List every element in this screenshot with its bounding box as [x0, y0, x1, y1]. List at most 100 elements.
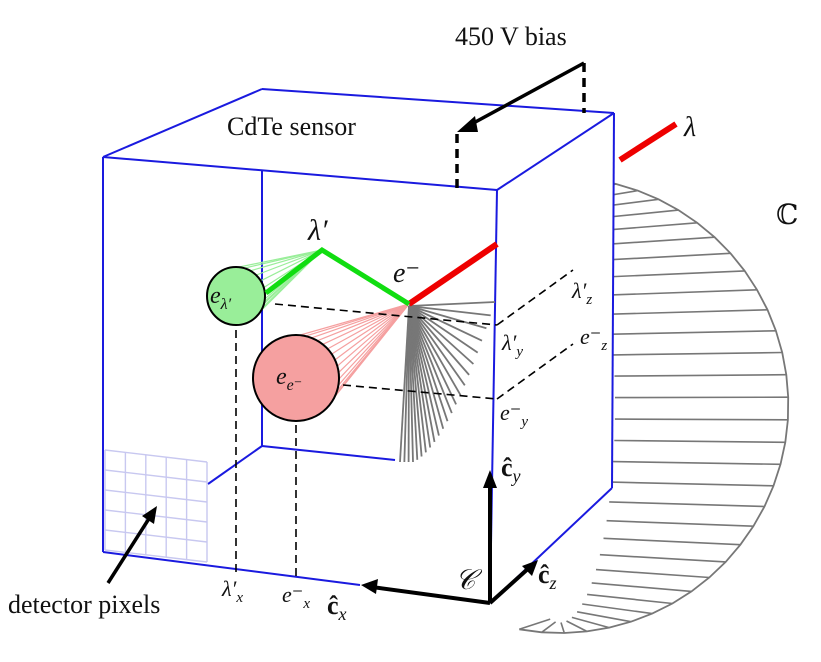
- electron-fan-ray: [326, 303, 410, 350]
- e-y-label: e⁻y: [500, 400, 528, 430]
- cone-ray: [571, 616, 610, 629]
- electron-fan-ray: [309, 303, 410, 339]
- cone-ray: [614, 373, 787, 377]
- cone-ray: [606, 519, 754, 527]
- electron-fan-ray: [333, 303, 410, 361]
- bias-arrow-line: [467, 61, 585, 128]
- e-x-label: e⁻x: [282, 582, 310, 612]
- lambda-y-label: λ′y: [501, 330, 523, 360]
- pixel-grid-line: [104, 489, 208, 503]
- cone-ray: [576, 611, 632, 623]
- photon-cluster-label: eλ′: [210, 283, 232, 313]
- pixel-grid-line: [104, 549, 208, 563]
- cone-ray: [541, 621, 557, 633]
- axis-x-arrowhead: [361, 579, 378, 594]
- axis-z-line: [488, 565, 532, 605]
- electron-cluster-fan: [296, 303, 410, 406]
- top-left-edge: [102, 88, 263, 158]
- axis-x-line: [371, 585, 491, 605]
- cone-ray: [611, 330, 776, 335]
- cone-inner-ray: [408, 301, 496, 307]
- electron-cluster-label: ee⁻: [276, 364, 302, 394]
- cone-ray: [519, 618, 551, 631]
- cone-ray: [604, 270, 745, 278]
- photon-fan-ray: [254, 249, 323, 277]
- bias-circuit: [455, 61, 586, 188]
- bias-label: 450 V bias: [455, 22, 567, 51]
- pixels-arrowhead: [142, 506, 157, 524]
- scattered-lambda-label: λ′: [307, 214, 328, 247]
- cone-ray: [597, 236, 715, 246]
- cone-inner-ray: [408, 305, 453, 414]
- detector-pixels-label: detector pixels: [8, 590, 160, 619]
- cone-ray: [566, 620, 588, 633]
- frame-label: 𝒞: [455, 565, 483, 596]
- back-bottom-edge: [261, 445, 396, 461]
- pixels-arrow-line: [106, 516, 152, 584]
- electron-fan-ray: [337, 303, 410, 381]
- cone-inner-fan: [399, 301, 496, 464]
- electron-fan-ray: [303, 303, 410, 338]
- photon-fan-ray: [248, 249, 323, 272]
- pixel-grid-line: [104, 509, 208, 523]
- cone-inner-ray: [408, 305, 487, 330]
- lambda-y-projection: [274, 303, 498, 326]
- projection-lines: [235, 269, 574, 578]
- cone-ray: [609, 501, 765, 508]
- detector-pixel-grid: [104, 449, 208, 563]
- sensor-front-face: [490, 113, 614, 603]
- cone-inner-ray: [408, 305, 445, 429]
- pixel-grid-line: [104, 529, 208, 543]
- e-z-label: e⁻z: [580, 324, 607, 354]
- cone-ray: [614, 418, 788, 421]
- fan-mask: [396, 462, 490, 558]
- cone-inner-ray: [408, 305, 440, 436]
- lambda-z-projection: [496, 269, 574, 326]
- top-right-edge: [496, 112, 615, 191]
- cone-ray: [609, 309, 768, 315]
- cone-ray: [595, 568, 710, 579]
- top-back-edge: [261, 88, 615, 114]
- right-vertical-edge: [611, 112, 615, 489]
- electron-fan-ray: [336, 303, 410, 368]
- cone-ray: [614, 439, 786, 444]
- e-z-projection: [496, 343, 574, 400]
- cone-ray: [603, 537, 741, 546]
- back-side-edge: [207, 445, 263, 485]
- electron-fan-ray: [315, 303, 410, 342]
- top-front-edge: [102, 156, 498, 191]
- cone-inner-ray: [408, 305, 462, 396]
- axes: [371, 484, 532, 605]
- lambda-z-label: λ′z: [571, 278, 592, 308]
- cone-inner-ray: [408, 305, 457, 405]
- cone-ray: [599, 553, 726, 563]
- axis-z-label: ĉz: [538, 560, 557, 593]
- cone-ray: [611, 481, 774, 487]
- compton-cone-outline: [519, 176, 790, 634]
- incident-lambda-label: λ: [683, 112, 696, 143]
- electron-fan-ray: [321, 303, 410, 346]
- axis-x-label: ĉx: [327, 591, 347, 624]
- electron-label: e⁻: [393, 258, 420, 289]
- incident-ray-outside: [618, 121, 678, 163]
- cone-ray: [560, 622, 566, 634]
- cone-ray: [591, 582, 692, 593]
- cone-label: ℂ: [776, 200, 798, 231]
- photon-cluster: [206, 266, 266, 326]
- pixel-grid-line: [104, 469, 208, 483]
- cone-ray: [613, 460, 781, 466]
- bottom-front-edge: [102, 551, 361, 586]
- cone-ray: [601, 252, 731, 261]
- cone-ray: [587, 593, 673, 605]
- cone-ray: [607, 289, 758, 296]
- photon-fan-ray: [241, 249, 323, 270]
- scattered-photon-ray: [264, 246, 411, 307]
- incident-ray-inside: [407, 241, 499, 307]
- sensor-label: CdTe sensor: [227, 112, 356, 141]
- electron-cluster: [252, 334, 340, 422]
- cone-inner-ray: [408, 305, 479, 354]
- cone-inner-ray: [408, 305, 436, 443]
- cone-inner-ray: [408, 305, 491, 317]
- cone-ray: [582, 603, 653, 615]
